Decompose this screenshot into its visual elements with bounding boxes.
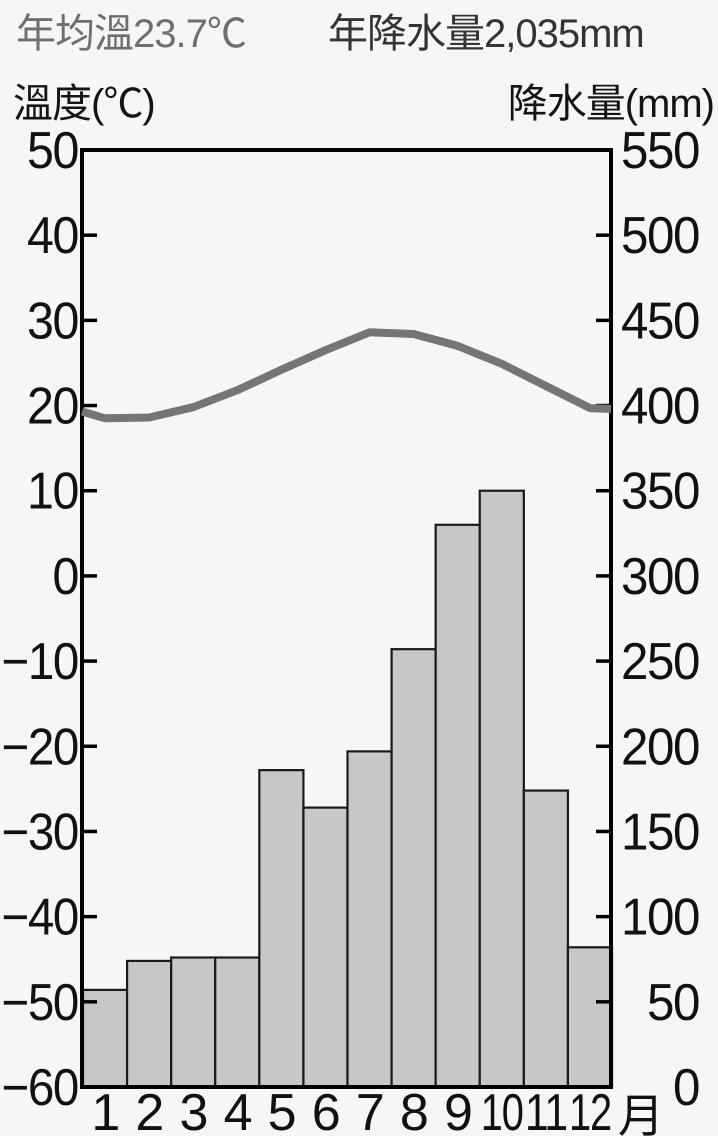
left-axis-tick-label: 20 (27, 378, 78, 436)
left-axis-tick-label: 30 (27, 292, 78, 350)
precipitation-bar-8 (390, 648, 437, 1089)
left-axis-tick-label: −20 (2, 718, 79, 776)
right-axis-tick-label: 150 (621, 803, 699, 861)
right-axis-tick-label: 100 (621, 889, 699, 947)
annual-mean-temperature-label: 年均溫23.7℃ (16, 12, 247, 56)
left-axis-tick-label: −60 (2, 1059, 79, 1117)
left-axis-tick-label: 40 (27, 207, 78, 265)
precipitation-bar-12 (566, 946, 614, 1089)
right-axis-tick-label: 0 (673, 1059, 699, 1117)
month-label-9: 9 (444, 1084, 471, 1136)
right-axis-tick-label: 200 (621, 718, 699, 776)
left-axis-tick-label: 10 (27, 463, 78, 521)
month-label-3: 3 (179, 1084, 206, 1136)
left-axis-tick-label: 50 (27, 122, 78, 180)
plot-frame (80, 148, 613, 1089)
right-axis-tick-label: 50 (647, 974, 699, 1032)
precipitation-bar-2 (125, 959, 173, 1089)
left-axis-tick-label: 0 (53, 548, 79, 606)
right-axis-tick-label: 350 (621, 463, 699, 521)
right-axis-tick-label: 500 (621, 207, 699, 265)
left-axis-tick-label: −10 (2, 633, 79, 691)
month-label-11: 11 (525, 1084, 567, 1136)
month-label-7: 7 (356, 1084, 383, 1136)
month-label-8: 8 (400, 1084, 427, 1136)
month-unit-label: 月 (618, 1090, 663, 1136)
precipitation-bar-4 (214, 956, 261, 1089)
precipitation-bar-7 (346, 750, 393, 1089)
month-label-2: 2 (135, 1084, 162, 1136)
right-axis-tick-label: 400 (621, 378, 699, 436)
left-axis-tick-label: −30 (2, 803, 79, 861)
right-axis-tick-label: 250 (621, 633, 699, 691)
right-axis-title: 降水量(mm) (507, 82, 715, 126)
right-axis-tick-label: 300 (621, 548, 699, 606)
temperature-line (80, 328, 612, 423)
precipitation-bar-1 (81, 988, 129, 1089)
month-label-12: 12 (569, 1084, 611, 1136)
left-axis-tick-label: −40 (2, 889, 79, 947)
month-label-4: 4 (224, 1084, 252, 1136)
left-axis-title: 溫度(℃) (13, 82, 156, 126)
month-label-10: 10 (481, 1084, 523, 1136)
month-label-6: 6 (312, 1084, 339, 1136)
precipitation-bar-6 (302, 806, 349, 1089)
precipitation-bar-3 (170, 956, 217, 1089)
annual-precipitation-label: 年降水量2,035mm (328, 12, 645, 56)
precipitation-bar-5 (258, 769, 305, 1089)
precipitation-bar-9 (434, 523, 481, 1089)
month-label-1: 1 (91, 1084, 118, 1136)
month-label-5: 5 (268, 1084, 295, 1136)
right-axis-tick-label: 550 (621, 122, 699, 180)
precipitation-bar-11 (522, 789, 570, 1089)
right-axis-tick-label: 450 (621, 292, 699, 350)
left-axis-tick-label: −50 (2, 974, 79, 1032)
precipitation-bar-10 (478, 489, 525, 1089)
